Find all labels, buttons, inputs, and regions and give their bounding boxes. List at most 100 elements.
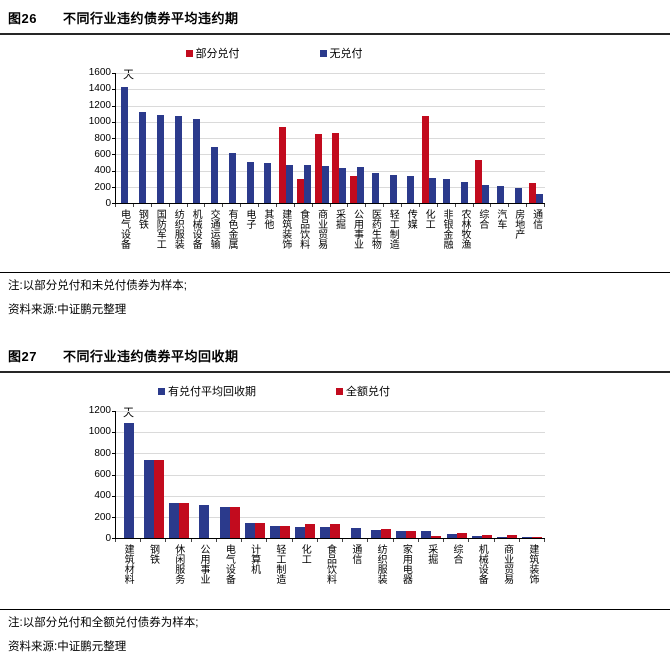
category-group [394,411,419,538]
gridline [116,138,545,139]
category-group [166,411,191,538]
x-axis-label: 公用事业 [198,544,210,584]
x-axis-tick [469,539,495,542]
legend-marker-icon [336,387,343,395]
x-axis-label-cell: 交通运输 [205,209,223,268]
x-axis-label-cell: 化工 [420,209,438,268]
bar-no-payment [303,164,311,203]
legend-item-full-payment: 全额兑付 [336,383,390,399]
y-axis-unit-label: 天 [123,407,134,419]
category-group [277,73,295,203]
x-axis-label-cell: 综合 [444,544,469,605]
x-axis-label-cell: 纺织服装 [368,544,393,605]
category-group [343,411,368,538]
plot-column: 天 建筑材料 钢铁 休闲服务 公用事业 电气设备 计算机 轻工制造 化工 食品饮料 通信 纺织服装 家… [112,407,545,605]
x-axis-tick [343,539,369,542]
figure-26-tag: 图26 [8,11,37,26]
category-group [223,73,241,203]
bar-partial-payment [475,159,483,203]
bar-recovery-with-payment [370,529,381,538]
y-axis-tick-label: 0 [105,533,111,544]
bar-partial-payment [278,127,286,203]
x-axis-tick [368,539,394,542]
x-axis-label-cell: 其他 [258,209,276,268]
gridline [116,495,545,497]
bar-no-payment [192,118,200,203]
y-axis-tick [112,170,116,172]
category-group [527,73,545,203]
x-axis-tick [116,204,134,207]
x-axis-label: 商业贸易 [501,544,513,584]
y-axis-tick-label: 200 [94,181,111,193]
x-axis-tick [384,204,402,207]
figure-26-title-text: 不同行业违约债券平均违约期 [62,11,239,26]
x-axis-label-cell: 商业贸易 [312,209,330,268]
y-axis-tick [112,495,116,497]
x-axis-label: 机械设备 [476,544,488,584]
y-axis-tick-label: 1000 [88,426,111,438]
bar-recovery-with-payment [522,537,533,538]
bars-row [116,411,545,538]
y-axis-tick [112,538,116,539]
x-axis-label-cell: 食品饮料 [317,544,342,605]
x-axis-label-cell: 建筑装饰 [276,209,294,268]
y-axis-tick-label: 1200 [88,405,111,416]
gridline [116,516,545,518]
x-axis-label: 建筑材料 [122,544,134,584]
chart-legend: 部分兑付 无兑付 [0,45,548,61]
y-axis-tick [112,154,116,156]
x-axis-label-cell: 机械设备 [187,209,205,268]
bar-recovery-with-payment [169,502,180,538]
bar-full-payment [507,535,518,538]
x-axis-label: 交通运输 [208,209,220,249]
x-axis-tick [313,204,331,207]
x-axis-label-cell: 钢铁 [133,209,151,268]
x-axis-label-cell: 通信 [343,544,368,605]
legend-marker-icon [319,49,327,57]
y-axis-tick-label: 1600 [88,67,111,78]
x-axis-label-cell: 电气设备 [115,209,133,268]
x-axis-tick [267,539,293,542]
x-axis-label: 化工 [299,544,311,564]
x-axis-label-cell: 公用事业 [348,209,366,268]
y-axis-tick-label: 800 [94,447,111,459]
figure-26-note: 注:以部分兑付和未兑付债券为样本; [8,280,187,292]
x-axis-tick [205,204,224,207]
category-group [469,411,494,538]
figure-27-note: 注:以部分兑付和全额兑付债券为样本; [8,617,199,629]
x-axis-tick [166,539,192,542]
x-axis-label-cell: 建筑装饰 [520,544,545,605]
x-axis-label: 机械设备 [190,209,202,249]
x-axis-label-cell: 农林牧渔 [456,209,474,268]
x-axis-tick [152,204,170,207]
x-axis-tick [402,204,420,207]
x-axis-label: 传媒 [405,209,417,229]
bar-no-payment [157,115,165,203]
category-group [205,73,223,203]
bar-no-payment [443,179,451,203]
legend-label: 全额兑付 [346,386,390,398]
category-group [116,73,134,203]
bar-chart-default-period: 部分兑付 无兑付 0 200 400 600 800 1000 1200 1400 1600 天 … [0,45,548,268]
legend-label: 部分兑付 [195,48,240,60]
gridline [116,411,545,412]
x-axis-tick [141,539,167,542]
figure-26-source: 资料来源:中证鹏元整理 [8,304,127,316]
x-axis-tick [474,204,492,207]
plot-area [112,73,545,204]
x-axis-label-cell: 综合 [473,209,491,268]
x-axis-label-cell: 计算机 [241,544,266,605]
bar-no-payment [285,165,293,203]
x-axis-label: 建筑装饰 [526,544,538,584]
x-axis-label: 家用电器 [400,544,412,584]
x-axis-label-cell: 传媒 [402,209,420,268]
bar-no-payment [407,176,415,203]
x-axis-label-cell: 通信 [527,209,545,268]
x-axis-label: 非银金融 [441,209,453,249]
bar-no-payment [246,161,254,203]
category-group [295,73,313,203]
figure-27-notes: 注:以部分兑付和全额兑付债券为样本; 资料来源:中证鹏元整理 [0,609,670,655]
bar-no-payment [175,116,183,203]
x-axis-label-cell: 国防军工 [151,209,169,268]
figure-27-title-text: 不同行业违约债券平均回收期 [62,349,239,364]
